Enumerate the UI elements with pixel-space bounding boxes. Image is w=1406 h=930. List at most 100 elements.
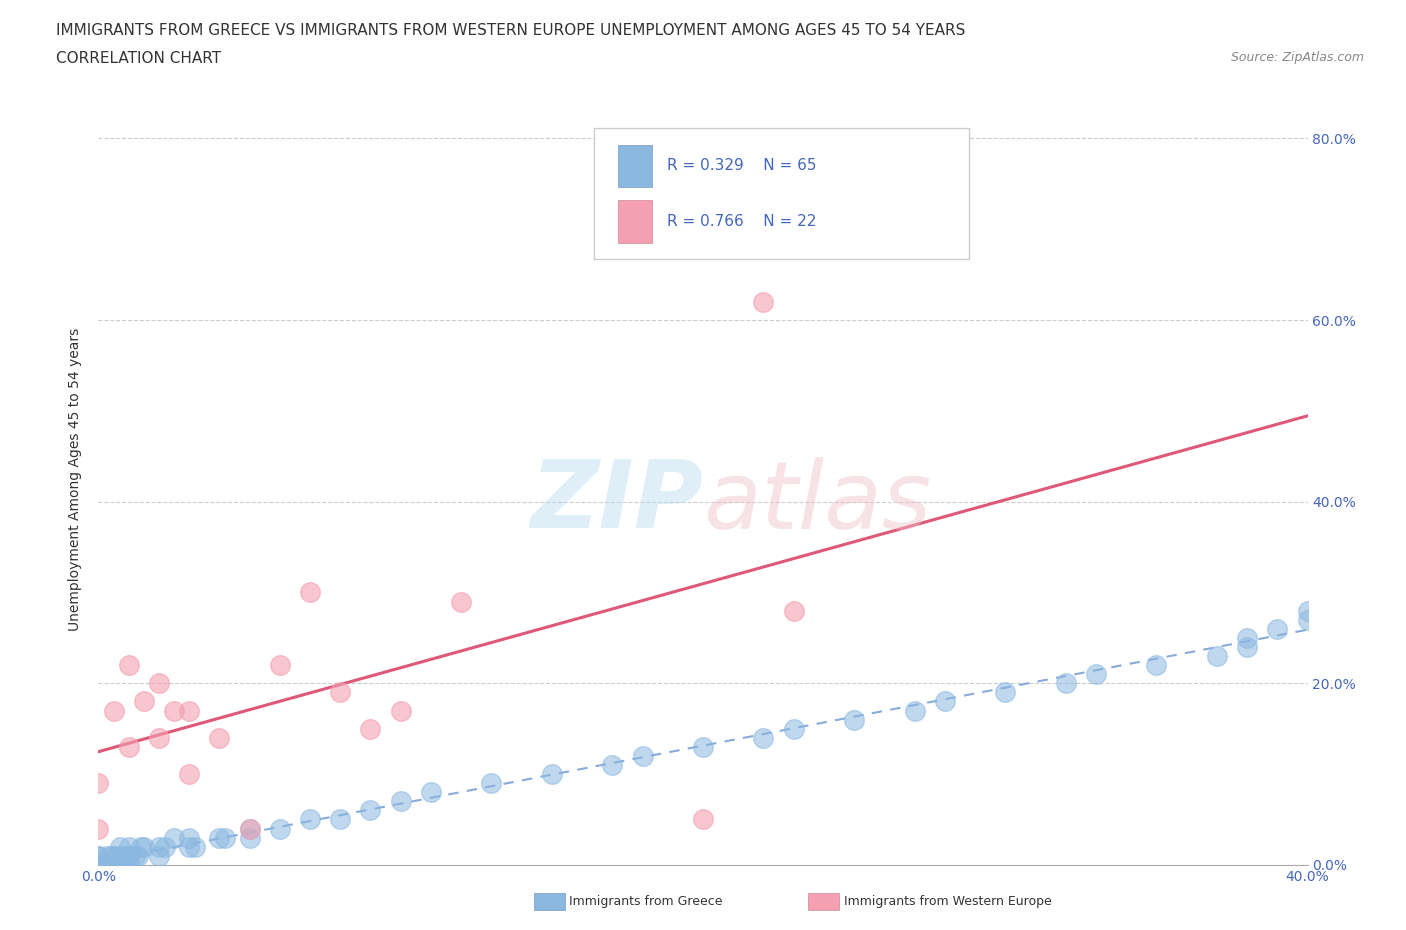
- Point: [87, 848, 110, 863]
- Point: [329, 812, 352, 827]
- Point: [602, 758, 624, 773]
- Point: [103, 703, 125, 718]
- Point: [118, 848, 141, 863]
- Point: [87, 857, 110, 872]
- Point: [360, 803, 382, 817]
- Point: [1054, 676, 1077, 691]
- Point: [1267, 621, 1289, 636]
- Point: [118, 848, 141, 863]
- Point: [87, 776, 110, 790]
- Point: [148, 676, 170, 691]
- Point: [360, 722, 382, 737]
- Point: [239, 830, 262, 845]
- Point: [299, 585, 322, 600]
- Point: [163, 703, 186, 718]
- Point: [450, 594, 472, 609]
- Point: [1236, 640, 1258, 655]
- Point: [96, 848, 118, 863]
- Text: IMMIGRANTS FROM GREECE VS IMMIGRANTS FROM WESTERN EUROPE UNEMPLOYMENT AMONG AGES: IMMIGRANTS FROM GREECE VS IMMIGRANTS FRO…: [56, 23, 966, 38]
- Point: [118, 739, 141, 754]
- Point: [105, 848, 128, 863]
- Point: [93, 857, 115, 872]
- Point: [127, 848, 149, 863]
- Point: [1206, 648, 1229, 663]
- Point: [179, 703, 201, 718]
- Point: [118, 857, 141, 872]
- Point: [87, 857, 110, 872]
- Point: [87, 857, 110, 872]
- FancyBboxPatch shape: [595, 127, 969, 259]
- Point: [153, 839, 176, 854]
- Point: [692, 812, 714, 827]
- Point: [904, 703, 927, 718]
- Point: [148, 848, 170, 863]
- Text: CORRELATION CHART: CORRELATION CHART: [56, 51, 221, 66]
- Point: [87, 857, 110, 872]
- Point: [752, 730, 775, 745]
- Point: [132, 694, 155, 709]
- Point: [934, 694, 956, 709]
- Point: [148, 730, 170, 745]
- Point: [111, 848, 134, 863]
- Text: R = 0.329    N = 65: R = 0.329 N = 65: [666, 158, 817, 173]
- Point: [783, 722, 806, 737]
- Point: [118, 658, 141, 672]
- Point: [184, 839, 207, 854]
- Point: [540, 766, 562, 781]
- Point: [100, 848, 122, 863]
- Point: [179, 839, 201, 854]
- Point: [752, 295, 775, 310]
- Point: [87, 857, 110, 872]
- Point: [1144, 658, 1167, 672]
- Point: [269, 658, 291, 672]
- Point: [93, 857, 115, 872]
- Point: [329, 684, 352, 699]
- Point: [96, 857, 118, 872]
- Point: [783, 604, 806, 618]
- Text: ZIP: ZIP: [530, 456, 703, 548]
- Point: [1236, 631, 1258, 645]
- Point: [239, 821, 262, 836]
- Text: R = 0.766    N = 22: R = 0.766 N = 22: [666, 214, 815, 229]
- Point: [103, 857, 125, 872]
- Point: [631, 749, 654, 764]
- Point: [103, 848, 125, 863]
- Text: Immigrants from Greece: Immigrants from Greece: [569, 895, 723, 908]
- Point: [269, 821, 291, 836]
- Y-axis label: Unemployment Among Ages 45 to 54 years: Unemployment Among Ages 45 to 54 years: [69, 327, 83, 631]
- Point: [129, 839, 152, 854]
- Point: [179, 766, 201, 781]
- Point: [1296, 612, 1319, 627]
- Point: [108, 839, 131, 854]
- Text: Immigrants from Western Europe: Immigrants from Western Europe: [844, 895, 1052, 908]
- Point: [87, 857, 110, 872]
- Point: [844, 712, 866, 727]
- Point: [994, 684, 1017, 699]
- Point: [87, 848, 110, 863]
- Point: [692, 739, 714, 754]
- Point: [389, 703, 412, 718]
- Point: [87, 857, 110, 872]
- Point: [179, 830, 201, 845]
- Point: [1085, 667, 1108, 682]
- Text: atlas: atlas: [703, 457, 931, 548]
- Point: [87, 857, 110, 872]
- Point: [481, 776, 503, 790]
- Point: [87, 821, 110, 836]
- Point: [118, 839, 141, 854]
- Point: [1296, 604, 1319, 618]
- Point: [208, 830, 231, 845]
- Point: [124, 848, 146, 863]
- Point: [132, 839, 155, 854]
- Bar: [619, 145, 652, 187]
- Text: Source: ZipAtlas.com: Source: ZipAtlas.com: [1230, 51, 1364, 64]
- Point: [299, 812, 322, 827]
- Point: [420, 785, 443, 800]
- Bar: [619, 200, 652, 243]
- Point: [214, 830, 236, 845]
- Point: [239, 821, 262, 836]
- Point: [148, 839, 170, 854]
- Point: [208, 730, 231, 745]
- Point: [163, 830, 186, 845]
- Point: [389, 794, 412, 809]
